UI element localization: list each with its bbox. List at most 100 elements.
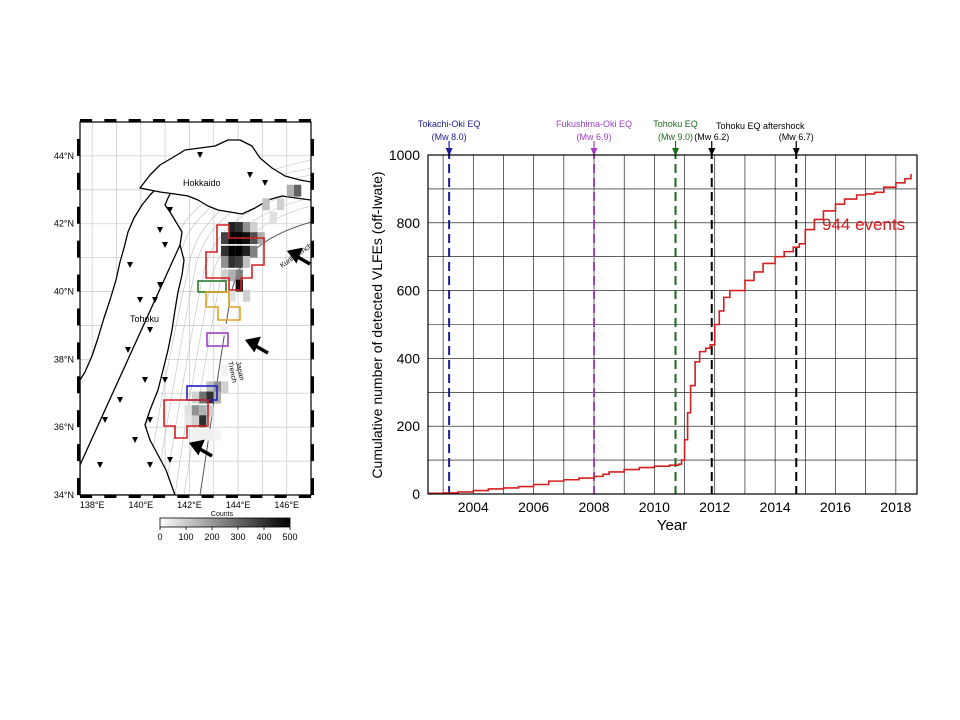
- latitude-label: 36°N: [54, 422, 74, 432]
- x-tick-label: 2006: [518, 499, 549, 515]
- station-triangle: [147, 327, 153, 333]
- colorbar: [159, 517, 291, 528]
- frame-tick: [311, 444, 314, 462]
- frame-tick: [128, 495, 141, 498]
- heatmap-cell: [228, 289, 236, 302]
- heatmap-cell: [221, 255, 229, 268]
- heatmap-cell: [221, 232, 229, 245]
- longitude-label: 142°E: [177, 500, 202, 510]
- frame-tick: [311, 138, 314, 156]
- x-axis-label: Year: [657, 517, 687, 534]
- heatmap-cell: [262, 198, 270, 211]
- frame-tick: [77, 308, 80, 326]
- station-triangle: [167, 457, 173, 463]
- heatmap-cell: [206, 405, 214, 418]
- earthquake-magnitude: (Mw 8.0): [432, 132, 467, 142]
- x-tick-label: 2012: [699, 499, 730, 515]
- map-frame-ticks: [77, 119, 314, 498]
- frame-tick: [250, 119, 263, 122]
- heatmap-cell: [235, 279, 243, 292]
- label-japan-trench-1: Japan: [234, 361, 245, 381]
- frame-tick: [201, 119, 214, 122]
- earthquake-arrowhead: [708, 148, 716, 156]
- frame-tick: [77, 172, 80, 190]
- station-triangle: [117, 397, 123, 403]
- chart-grid: [428, 155, 917, 494]
- frame-tick: [311, 274, 314, 292]
- heatmap-cell: [228, 269, 236, 282]
- heatmap-cell: [235, 222, 243, 234]
- frame-tick: [128, 119, 141, 122]
- earthquake-markers: Tokachi-Oki EQ (Mw 8.0) Fukushima-Oki EQ (M…: [418, 119, 814, 494]
- frame-tick: [177, 119, 190, 122]
- cumulative-vlfe-line: [428, 173, 912, 495]
- x-tick-label: 2016: [820, 499, 851, 515]
- heatmap-cell: [286, 184, 294, 197]
- label-japan-trench-2: Trench: [226, 361, 237, 384]
- x-tick-label: 2018: [880, 499, 911, 515]
- earthquake-name: Fukushima-Oki EQ: [556, 119, 632, 129]
- frame-tick: [80, 495, 93, 498]
- longitude-labels: 138°E 140°E 142°E 144°E 146°E: [80, 500, 299, 510]
- latitude-label: 42°N: [54, 219, 74, 229]
- heatmap-cell: [250, 222, 258, 234]
- heatmap-cell: [191, 415, 200, 428]
- station-markers: [97, 152, 268, 468]
- frame-tick: [152, 119, 166, 122]
- heatmap-cell: [213, 428, 222, 441]
- plot-frame: [427, 154, 918, 495]
- frame-tick: [77, 410, 80, 428]
- station-triangle: [197, 152, 203, 158]
- station-triangle: [147, 462, 153, 468]
- station-triangle: [147, 417, 153, 423]
- y-tick-label: 200: [397, 418, 421, 434]
- earthquake-magnitude: (Mw 6.7): [779, 132, 814, 142]
- station-triangle: [125, 347, 131, 353]
- y-tick-labels: 0 200 400 600 800 1000: [389, 147, 420, 502]
- heatmap-cell: [276, 198, 285, 211]
- colorbar-tick-label: 100: [178, 532, 193, 542]
- longitude-label: 138°E: [80, 500, 105, 510]
- station-triangle: [97, 462, 103, 468]
- station-triangle: [127, 262, 133, 268]
- station-triangle: [102, 417, 108, 423]
- heatmap-cell: [235, 255, 243, 268]
- heatmap-cell: [184, 415, 192, 428]
- frame-tick: [152, 495, 166, 498]
- heatmap-cell: [293, 184, 302, 197]
- heatmap-cell: [235, 269, 243, 282]
- frame-tick: [311, 376, 314, 394]
- coastline: [80, 139, 311, 495]
- frame-tick: [311, 240, 314, 258]
- latitude-labels: 44°N 42°N 40°N 38°N 36°N 34°N: [54, 151, 74, 500]
- frame-tick: [77, 138, 80, 156]
- station-triangle: [162, 242, 168, 248]
- earthquake-name: Tohoku EQ: [653, 119, 698, 129]
- frame-tick: [80, 119, 93, 122]
- earthquake-arrowhead: [672, 148, 680, 156]
- colorbar-tick-label: 0: [157, 532, 162, 542]
- frame-tick: [225, 119, 239, 122]
- frame-tick: [311, 410, 314, 428]
- heatmap-cell: [242, 255, 251, 268]
- colorbar-ticks: 0 100 200 300 400 500: [157, 527, 298, 542]
- colorbar-tick-label: 500: [282, 532, 297, 542]
- earthquake-arrowhead: [590, 148, 598, 156]
- colorbar-tick-label: 200: [204, 532, 219, 542]
- migration-arrows: [188, 247, 311, 458]
- heatmap-cell: [242, 245, 251, 258]
- heatmap-cell: [228, 245, 236, 258]
- station-triangle: [167, 207, 173, 213]
- heatmap-cell: [199, 428, 207, 441]
- heatmap-cell: [250, 245, 258, 258]
- heatmap-cell: [191, 391, 200, 404]
- label-tohoku: Tohoku: [130, 314, 159, 324]
- red-box-south: [163, 399, 209, 439]
- heatmap-cell: [191, 405, 200, 418]
- frame-tick: [311, 206, 314, 224]
- frame-tick: [77, 240, 80, 258]
- y-tick-label: 800: [397, 215, 421, 231]
- red-box-north: [205, 224, 265, 291]
- x-tick-label: 2004: [458, 499, 489, 515]
